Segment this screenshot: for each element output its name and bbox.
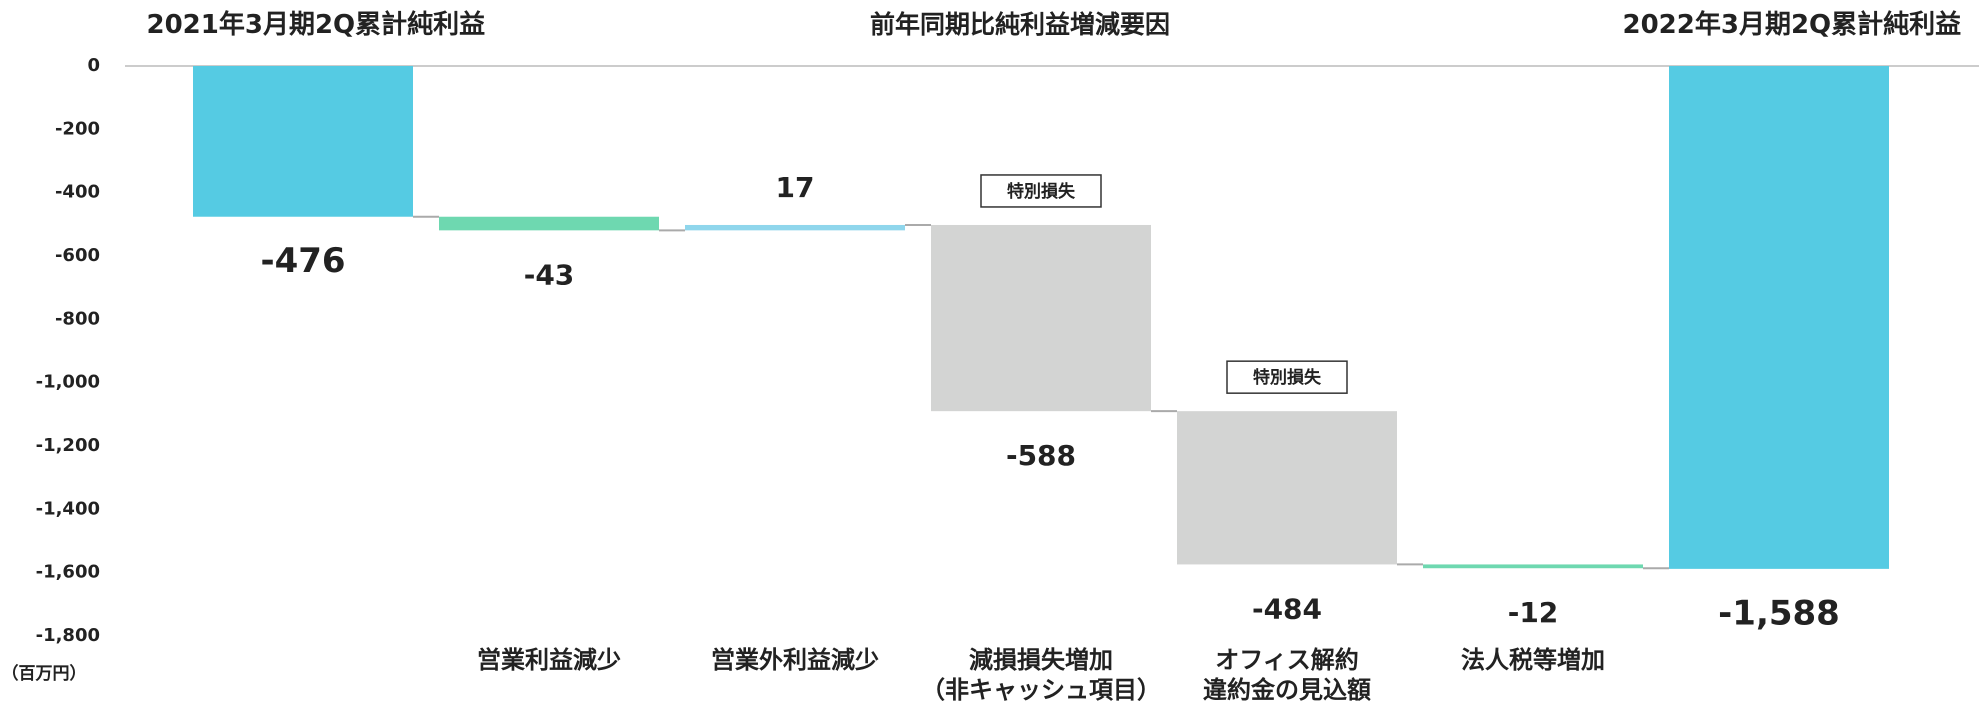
bar bbox=[1669, 66, 1889, 569]
bar bbox=[439, 216, 659, 231]
bar bbox=[1423, 564, 1643, 569]
value-label: -588 bbox=[1006, 439, 1076, 472]
y-tick-label: 0 bbox=[87, 55, 100, 76]
annotation-box bbox=[1226, 360, 1348, 394]
y-tick-label: -1,200 bbox=[36, 435, 100, 456]
y-tick-label: -1,600 bbox=[36, 562, 100, 583]
category-label: 2021年3月期2Q累計純利益 bbox=[146, 10, 486, 40]
y-tick-label: -200 bbox=[55, 118, 100, 139]
category-label: 営業外利益減少 bbox=[711, 646, 879, 674]
y-tick-label: -1,000 bbox=[36, 372, 100, 393]
category-label: 法人税等増加 bbox=[1461, 646, 1605, 674]
bar bbox=[1177, 411, 1397, 565]
category-label: オフィス解約 違約金の見込額 bbox=[1203, 646, 1371, 704]
value-label: -1,588 bbox=[1718, 593, 1840, 633]
y-tick-label: -800 bbox=[55, 308, 100, 329]
category-label: 減損損失増加 （非キャッシュ項目） bbox=[921, 646, 1161, 704]
y-tick-label: -400 bbox=[55, 182, 100, 203]
chart-title: 前年同期比純利益増減要因 bbox=[870, 10, 1170, 39]
annotation-box bbox=[980, 174, 1102, 208]
y-tick-label: -1,800 bbox=[36, 625, 100, 646]
bar bbox=[685, 224, 905, 231]
y-tick-label: -1,400 bbox=[36, 498, 100, 519]
annotation: 特別損失 bbox=[1007, 181, 1076, 202]
value-label: -43 bbox=[524, 258, 575, 291]
bar bbox=[193, 66, 413, 217]
value-label: -12 bbox=[1508, 596, 1559, 629]
y-tick-label: -600 bbox=[55, 245, 100, 266]
category-label: 営業利益減少 bbox=[477, 646, 621, 674]
value-label: -484 bbox=[1252, 592, 1322, 625]
bar bbox=[931, 224, 1151, 412]
annotation: 特別損失 bbox=[1253, 367, 1322, 388]
category-label: 2022年3月期2Q累計純利益 bbox=[1622, 10, 1962, 40]
unit-label: （百万円） bbox=[2, 663, 87, 684]
value-label: 17 bbox=[776, 171, 815, 204]
value-label: -476 bbox=[260, 241, 345, 281]
